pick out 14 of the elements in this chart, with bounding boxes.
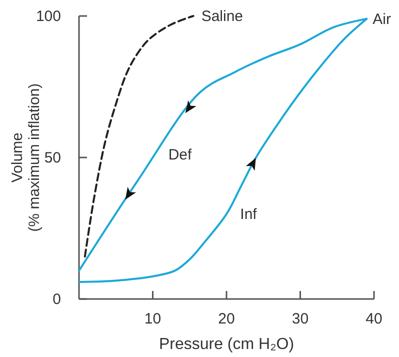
y-tick-label: 0 bbox=[52, 290, 61, 308]
series-label: Saline bbox=[201, 8, 244, 25]
y-tick-label: 100 bbox=[36, 8, 61, 25]
annotation: Air bbox=[372, 10, 391, 28]
series-label: Inf bbox=[240, 206, 258, 224]
x-axis-title: Pressure (cm H₂O) bbox=[158, 336, 294, 353]
x-tick-label: 10 bbox=[144, 310, 162, 328]
y-axis-title: Volume (% maximum inflation) bbox=[9, 83, 43, 232]
x-tick-label: 20 bbox=[218, 310, 235, 328]
series-label: Def bbox=[168, 146, 192, 164]
x-tick-label: 40 bbox=[366, 310, 382, 328]
y-tick-label: 50 bbox=[44, 149, 61, 166]
line-series bbox=[84, 15, 194, 258]
x-tick-label: 30 bbox=[292, 310, 309, 328]
